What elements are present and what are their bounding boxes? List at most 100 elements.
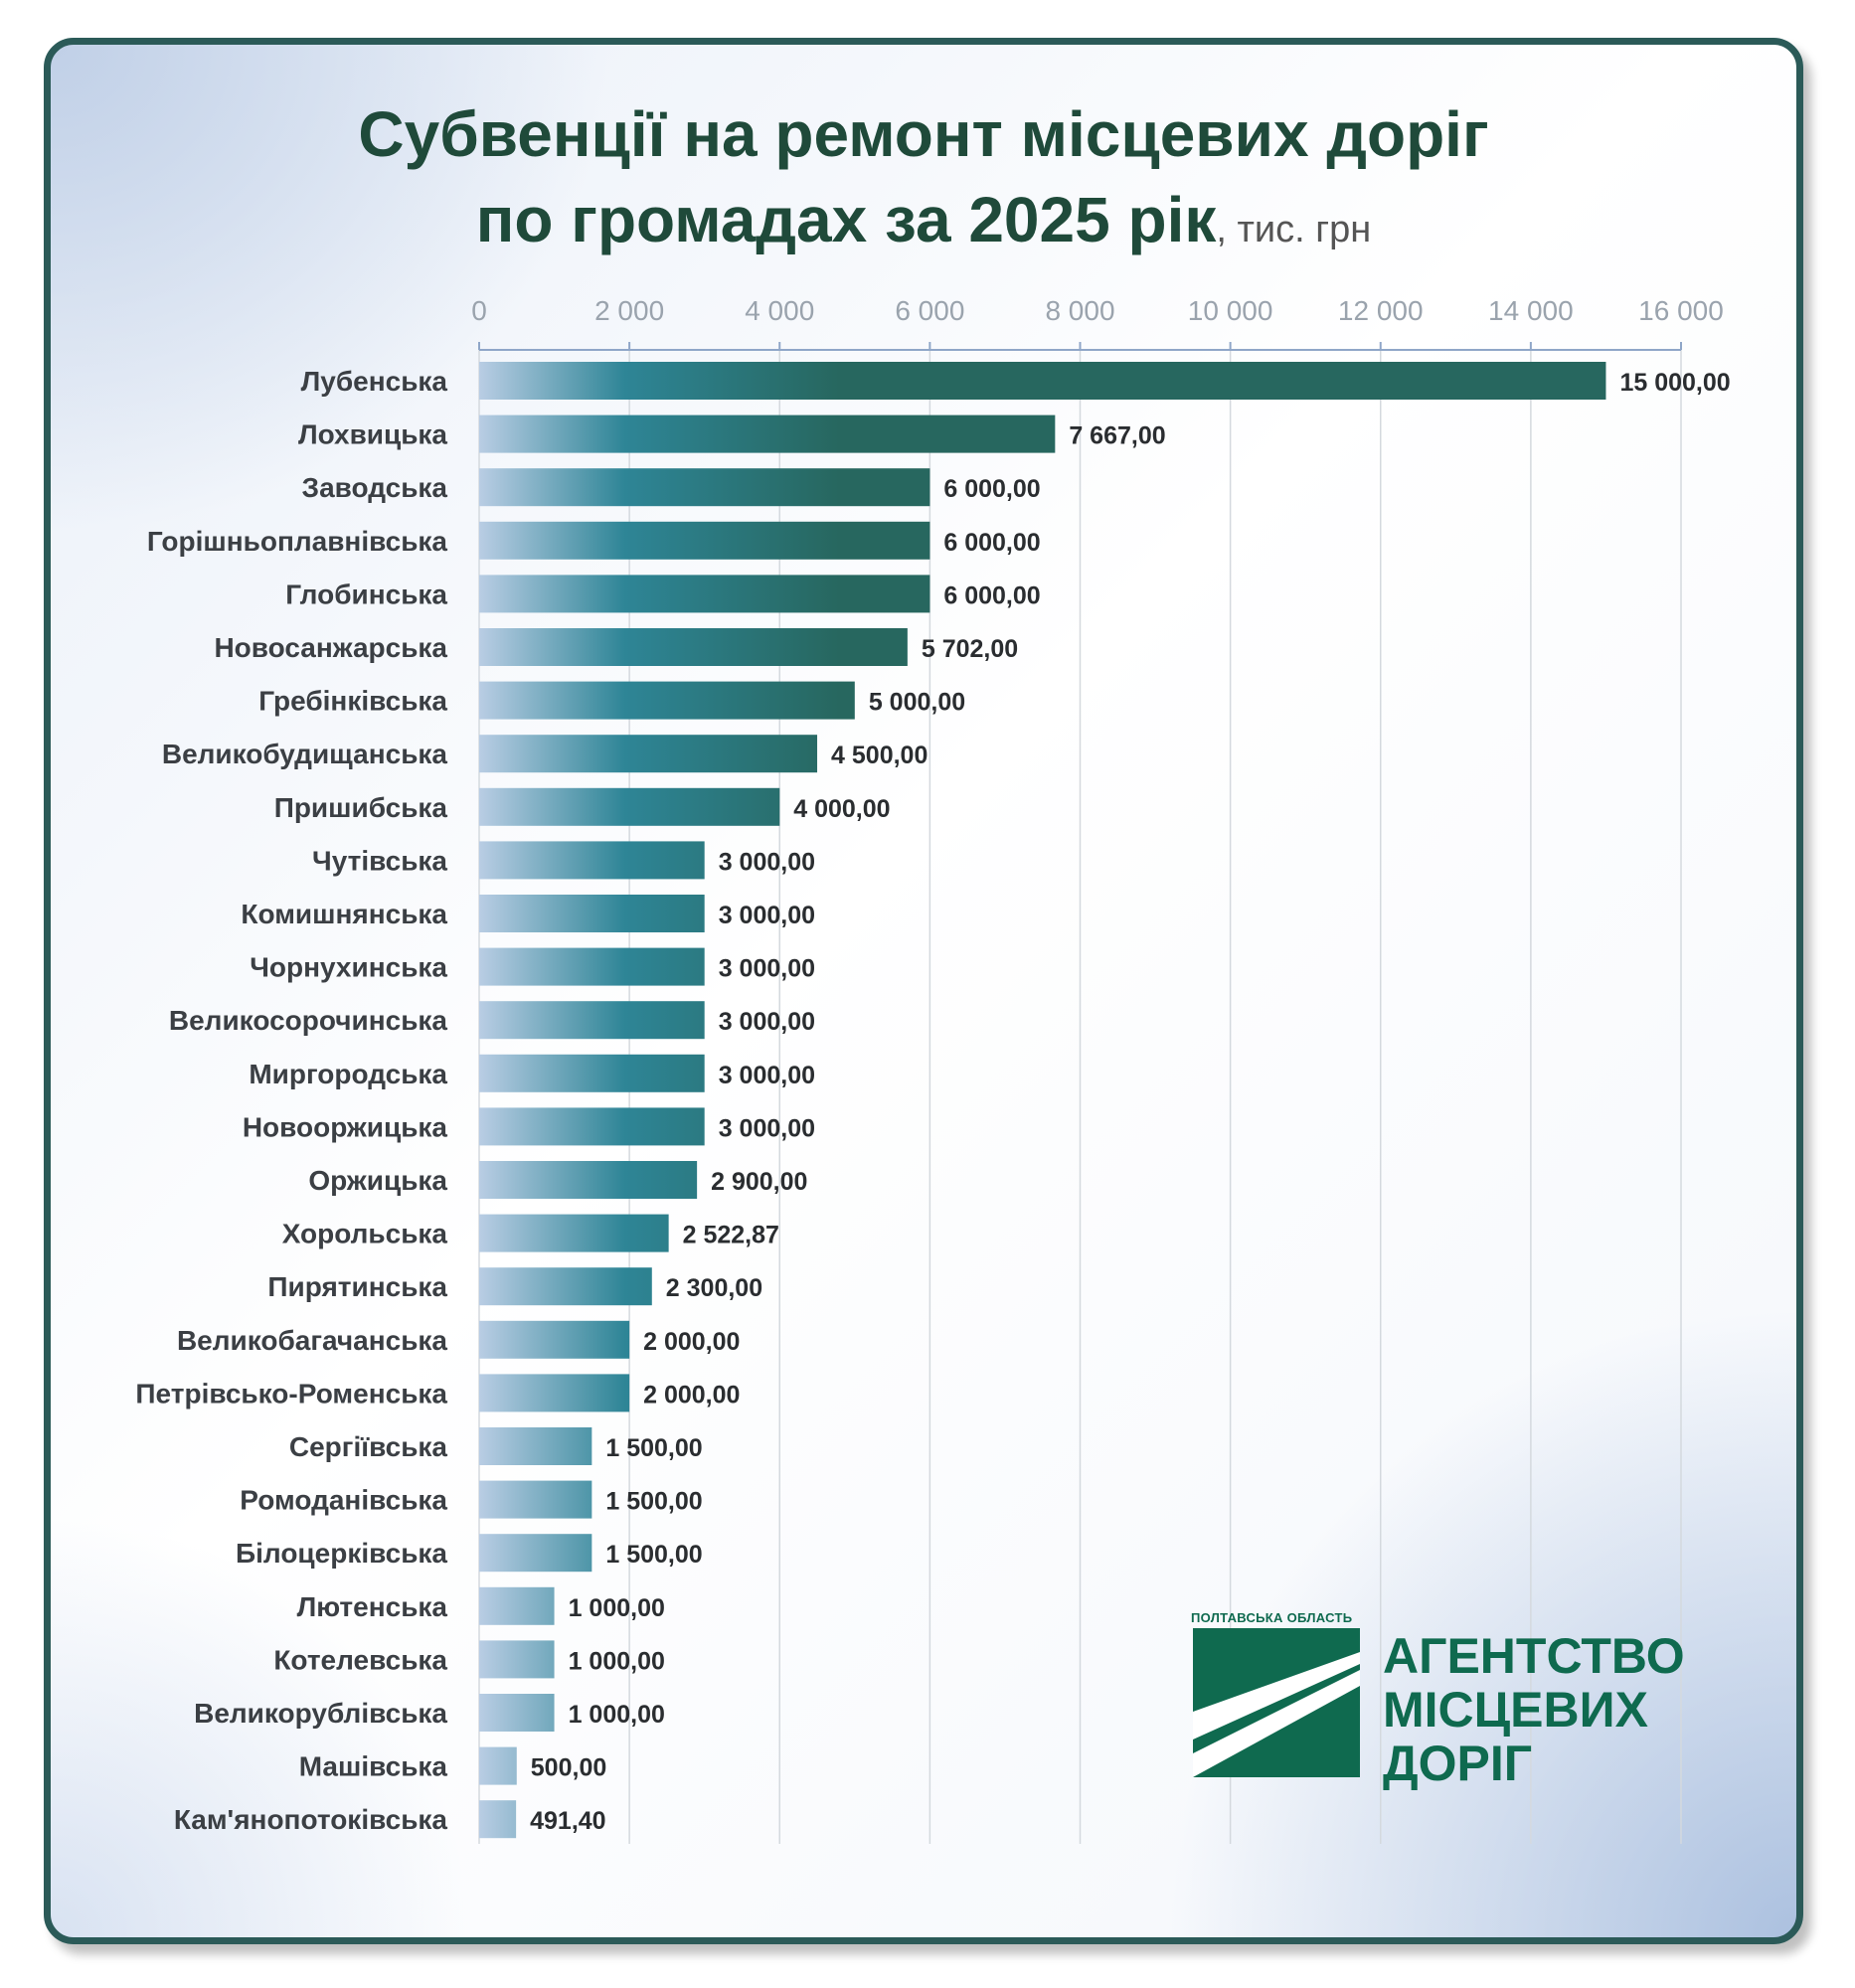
data-label: 6 000,00 — [943, 475, 1040, 503]
data-label: 2 900,00 — [711, 1168, 807, 1196]
chart-card — [44, 38, 1803, 1944]
category-label: Комишнянська — [241, 899, 447, 929]
logo-text: АГЕНТСТВО МІСЦЕВИХ ДОРІГ — [1383, 1629, 1685, 1790]
chart-title-line1: Субвенції на ремонт місцевих доріг — [358, 98, 1489, 170]
data-label: 4 500,00 — [831, 742, 928, 769]
chart-title-unit: , тис. грн — [1216, 209, 1372, 250]
category-label: Великобагачанська — [177, 1325, 447, 1356]
data-label: 5 702,00 — [922, 635, 1018, 663]
logo-text-line2: МІСЦЕВИХ — [1383, 1682, 1648, 1738]
data-label: 491,40 — [530, 1807, 605, 1835]
category-label: Миргородська — [249, 1059, 447, 1089]
data-label: 2 000,00 — [643, 1381, 740, 1408]
bar — [479, 1107, 705, 1146]
x-tick-label: 16 000 — [1638, 295, 1724, 326]
x-tick-label: 4 000 — [745, 295, 814, 326]
data-label: 3 000,00 — [719, 1008, 815, 1036]
category-label: Горішньоплавнівська — [147, 526, 448, 557]
category-label: Кам'янопотоківська — [174, 1804, 448, 1835]
category-label: Великобудищанська — [162, 739, 448, 769]
category-label: Чутівська — [312, 845, 447, 876]
data-label: 1 000,00 — [569, 1647, 665, 1675]
bars: Лубенська 15 000,00 Лохвицька 7 667,00 Завод… — [135, 362, 1731, 1839]
data-label: 1 500,00 — [605, 1434, 702, 1462]
data-label: 6 000,00 — [943, 581, 1040, 609]
bar — [479, 1214, 669, 1252]
data-label: 3 000,00 — [719, 955, 815, 983]
bar — [479, 1586, 555, 1625]
x-tick-label: 6 000 — [895, 295, 964, 326]
bar — [479, 628, 908, 666]
x-tick-label: 12 000 — [1338, 295, 1424, 326]
bar — [479, 895, 705, 932]
chart-title-main: по громадах за 2025 рік — [475, 184, 1217, 255]
bar — [479, 1054, 705, 1092]
bar — [479, 1534, 592, 1573]
bar — [479, 681, 855, 720]
category-label: Оржицька — [308, 1165, 447, 1196]
bar — [479, 1267, 652, 1306]
x-axis: 0 2 000 4 000 6 000 8 000 10 000 12 000 14 000 1… — [471, 295, 1724, 351]
data-label: 1 000,00 — [569, 1701, 665, 1729]
logo-caption: ПОЛТАВСЬКА ОБЛАСТЬ — [1191, 1610, 1353, 1625]
data-label: 5 000,00 — [869, 689, 965, 717]
category-label: Сергіївська — [289, 1431, 448, 1462]
category-label: Котелевська — [273, 1644, 447, 1675]
data-label: 6 000,00 — [943, 529, 1040, 557]
category-label: Лубенська — [301, 366, 448, 397]
category-label: Великосорочинська — [169, 1005, 448, 1036]
bar — [479, 1374, 630, 1412]
road-logo-icon — [1193, 1628, 1360, 1777]
logo-text-line1: АГЕНТСТВО — [1383, 1628, 1685, 1684]
bar — [479, 1800, 517, 1839]
bar — [479, 735, 818, 773]
data-label: 7 667,00 — [1069, 422, 1165, 450]
bar — [479, 575, 930, 613]
category-label: Машівська — [299, 1751, 448, 1782]
category-label: Петрівсько-Роменська — [135, 1378, 447, 1408]
data-label: 4 000,00 — [793, 795, 890, 823]
data-label: 500,00 — [531, 1754, 606, 1782]
data-label: 1 000,00 — [569, 1594, 665, 1622]
category-label: Заводська — [302, 472, 448, 503]
data-label: 2 522,87 — [683, 1222, 779, 1249]
category-label: Хорольська — [282, 1219, 448, 1249]
bar — [479, 1640, 555, 1679]
logo-text-line3: ДОРІГ — [1383, 1736, 1533, 1791]
x-tick-label: 10 000 — [1188, 295, 1273, 326]
bar — [479, 841, 705, 880]
bar — [479, 1161, 698, 1199]
category-label: Чорнухинська — [250, 952, 447, 983]
bar — [479, 414, 1056, 453]
data-label: 3 000,00 — [719, 902, 815, 929]
data-label: 1 500,00 — [605, 1541, 702, 1569]
data-label: 2 300,00 — [666, 1274, 762, 1302]
bar — [479, 787, 780, 826]
chart-title-line2: по громадах за 2025 рік, тис. грн — [44, 177, 1803, 272]
category-label: Новооржицька — [243, 1111, 448, 1142]
category-label: Новосанжарська — [214, 632, 447, 663]
bar — [479, 468, 930, 507]
bar — [479, 1427, 592, 1465]
bar — [479, 1001, 705, 1040]
bar — [479, 521, 930, 560]
category-label: Глобинська — [285, 579, 447, 609]
bar — [479, 1480, 592, 1519]
category-label: Гребінківська — [258, 686, 447, 717]
category-label: Лютенська — [297, 1591, 448, 1622]
bar — [479, 1746, 517, 1785]
category-label: Пирятинська — [267, 1271, 447, 1302]
agency-logo: ПОЛТАВСЬКА ОБЛАСТЬ АГЕНТСТВО МІСЦЕВИХ ДО… — [1191, 1610, 1728, 1790]
category-label: Лохвицька — [298, 419, 447, 450]
x-tick-label: 14 000 — [1488, 295, 1574, 326]
data-label: 3 000,00 — [719, 1062, 815, 1089]
bar — [479, 362, 1606, 400]
data-label: 3 000,00 — [719, 848, 815, 876]
bar — [479, 1694, 555, 1732]
x-tick-label: 2 000 — [594, 295, 664, 326]
data-label: 3 000,00 — [719, 1114, 815, 1142]
x-tick-label: 8 000 — [1045, 295, 1114, 326]
data-label: 1 500,00 — [605, 1488, 702, 1516]
category-label: Пришибська — [274, 792, 448, 823]
